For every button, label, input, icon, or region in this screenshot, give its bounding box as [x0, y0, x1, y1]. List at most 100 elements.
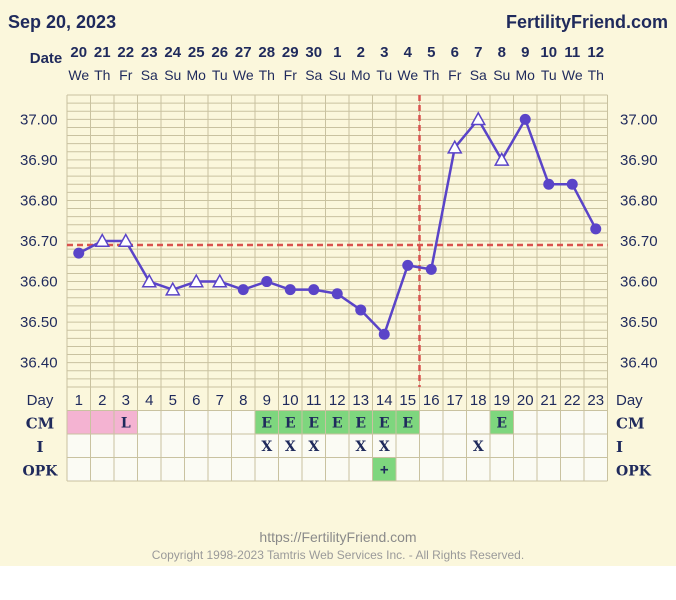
weekday-label-17: Fr [448, 67, 462, 83]
temp-point-2 [94, 232, 111, 247]
day-row-label-right: Day [616, 392, 643, 409]
temp-point-15 [402, 259, 414, 271]
weekday-label-6: Mo [187, 67, 207, 83]
y-tick-right-4: 36.60 [620, 274, 658, 291]
weekday-label-11: Sa [305, 67, 322, 83]
temp-point-11 [308, 284, 320, 296]
weekday-label-7: Tu [212, 67, 228, 83]
date-label-14: 3 [380, 44, 388, 61]
weekday-label-9: Th [259, 67, 275, 83]
temp-point-18 [470, 111, 487, 126]
y-tick-left-1: 36.90 [20, 152, 58, 169]
cycle-day-15: 15 [399, 392, 416, 409]
footer-url[interactable]: https://FertilityFriend.com [259, 529, 417, 545]
weekday-label-4: Sa [141, 67, 158, 83]
cycle-day-1: 1 [75, 392, 83, 409]
cm-value-13: E [355, 416, 366, 432]
cycle-day-19: 19 [493, 392, 510, 409]
weekday-label-23: Th [588, 67, 604, 83]
cycle-day-18: 18 [470, 392, 487, 409]
weekday-label-14: Tu [376, 67, 392, 83]
cycle-day-9: 9 [263, 392, 271, 409]
cm-value-11: E [308, 416, 319, 432]
date-label-9: 28 [258, 44, 275, 61]
date-row-label: Date [30, 50, 63, 67]
intercourse-mark-11: X [308, 439, 319, 455]
cycle-day-14: 14 [376, 392, 393, 409]
weekday-label-13: Mo [351, 67, 371, 83]
cm-cell-14 [372, 410, 396, 434]
cycle-day-17: 17 [446, 392, 463, 409]
weekday-label-15: We [397, 67, 418, 83]
y-tick-left-5: 36.50 [20, 314, 58, 331]
cycle-day-10: 10 [282, 392, 299, 409]
weekday-label-3: Fr [119, 67, 133, 83]
intercourse-mark-14: X [379, 439, 390, 455]
brand-logo-text[interactable]: FertilityFriend.com [505, 12, 668, 32]
opk-value-14: + [380, 462, 389, 479]
y-tick-right-1: 36.90 [620, 152, 658, 169]
cm-value-12: E [332, 416, 343, 432]
weekday-label-22: We [562, 67, 583, 83]
date-label-5: 24 [164, 44, 181, 61]
y-tick-right-0: 37.00 [620, 111, 658, 128]
cm-value-3: L [121, 416, 131, 432]
temp-point-14 [378, 328, 390, 340]
weekday-label-10: Fr [284, 67, 298, 83]
cycle-day-2: 2 [98, 392, 106, 409]
date-label-16: 5 [427, 44, 435, 61]
y-tick-left-4: 36.60 [20, 274, 58, 291]
cm-value-19: E [496, 416, 507, 432]
cycle-day-11: 11 [306, 392, 322, 409]
cycle-day-4: 4 [145, 392, 153, 409]
cycle-day-20: 20 [517, 392, 534, 409]
cm-cell-13 [349, 410, 373, 434]
date-label-13: 2 [357, 44, 365, 61]
cm-cell-19 [490, 410, 514, 434]
cm-value-10: E [285, 416, 296, 432]
temp-point-5 [164, 281, 181, 296]
cm-row-label: CM [26, 415, 55, 433]
opk-row-label: OPK [23, 464, 59, 480]
weekday-label-21: Tu [541, 67, 557, 83]
y-tick-right-5: 36.50 [620, 314, 658, 331]
date-label-17: 6 [451, 44, 459, 61]
weekday-label-1: We [68, 67, 89, 83]
date-label-7: 26 [211, 44, 228, 61]
bbt-chart: Date 20 21 22 23 24 25 26 27 28 29 30 1 2 3 4 5 6 7 8 9 10 11 1… [20, 44, 658, 482]
temp-point-17 [446, 139, 463, 154]
date-label-10: 29 [282, 44, 299, 61]
cm-value-15: E [402, 416, 413, 432]
y-tick-left-6: 36.40 [20, 355, 58, 372]
temp-point-10 [284, 284, 296, 296]
cm-value-14: E [379, 416, 390, 432]
date-label-12: 1 [333, 44, 341, 61]
date-label-23: 12 [587, 44, 604, 61]
cycle-day-16: 16 [423, 392, 440, 409]
weekday-label-18: Sa [470, 67, 487, 83]
cm-cell-10 [278, 410, 302, 434]
temp-point-13 [355, 304, 367, 316]
temp-point-12 [331, 288, 343, 300]
temp-point-20 [519, 113, 531, 125]
cycle-day-8: 8 [239, 392, 247, 409]
cycle-day-7: 7 [216, 392, 224, 409]
cycle-day-23: 23 [587, 392, 604, 409]
date-label-8: 27 [235, 44, 252, 61]
day-row-bg [67, 387, 608, 411]
cycle-day-3: 3 [122, 392, 130, 409]
cycle-day-22: 22 [564, 392, 581, 409]
cm-cell-12 [325, 410, 349, 434]
weekday-label-16: Th [423, 67, 439, 83]
weekday-label-8: We [233, 67, 254, 83]
opk-cell-14 [372, 457, 396, 481]
cycle-day-6: 6 [192, 392, 200, 409]
cm-row-label-right: CM [616, 415, 645, 433]
i-row-label: I [36, 438, 43, 456]
opk-row-label-right: OPK [616, 464, 652, 480]
temp-point-1 [73, 247, 85, 259]
y-tick-left-2: 36.80 [20, 192, 58, 209]
weekday-label-19: Su [493, 67, 510, 83]
date-label-6: 25 [188, 44, 205, 61]
cycle-day-13: 13 [352, 392, 369, 409]
